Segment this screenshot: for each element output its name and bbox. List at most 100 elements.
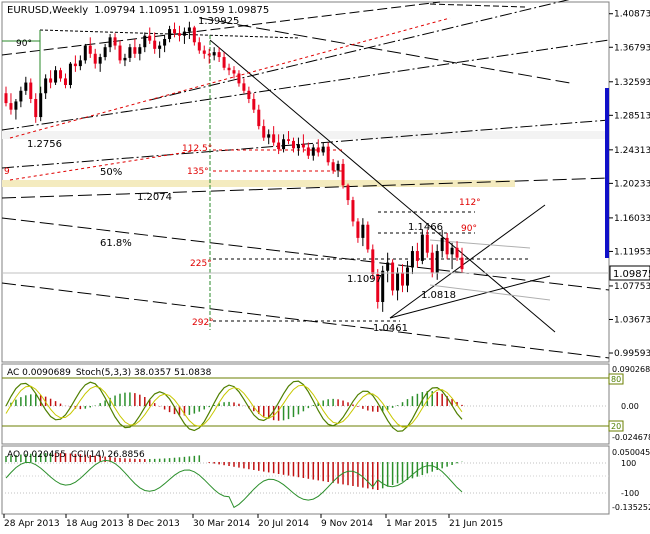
candle-body (356, 221, 360, 238)
candle-body (138, 47, 142, 54)
candle-body (351, 200, 355, 222)
gann-112-right: 112° (459, 198, 481, 208)
candle-body (34, 98, 38, 118)
cci-level-minus100: -100 (621, 489, 639, 498)
candle-body (331, 162, 335, 171)
candle-body (158, 45, 162, 49)
fib-618-label: 61.8% (100, 238, 132, 249)
candle-body (376, 274, 380, 302)
candle-body (242, 83, 246, 91)
fib-50-label: 50% (100, 167, 122, 178)
time-tick-label: 28 Apr 2013 (4, 519, 60, 529)
gann-90-left: 90° (16, 39, 32, 49)
candle-body (39, 93, 43, 118)
time-tick-label: 21 Jun 2015 (449, 519, 503, 529)
ac-panel (1, 363, 610, 445)
cci-line (5, 459, 463, 509)
gann-225: 225° (190, 259, 212, 269)
price-tick-label: 1.32593 (614, 78, 650, 88)
candle-body (341, 163, 345, 186)
candle-body (415, 251, 419, 261)
annotation-1-0818: 1.0818 (421, 290, 456, 301)
candle-body (123, 57, 127, 61)
candle-body (237, 73, 241, 84)
candle-body (143, 35, 147, 48)
candle-body (306, 147, 310, 156)
candle-body (128, 47, 132, 58)
time-tick-label: 18 Aug 2013 (66, 519, 124, 529)
candle-body (197, 42, 201, 51)
candle-body (321, 146, 325, 153)
candle-body (9, 103, 13, 110)
candle-body (163, 38, 167, 46)
candle-body (187, 27, 191, 32)
stoch-level-80: 80 (611, 375, 621, 384)
candle-body (113, 37, 117, 46)
time-tick-label: 8 Dec 2013 (128, 519, 180, 529)
candle-body (4, 93, 8, 104)
candle-body (311, 147, 315, 156)
candle-body (247, 90, 251, 99)
candle-body (396, 272, 400, 291)
candle-body (217, 52, 221, 58)
candle-body (118, 45, 122, 61)
price-annotations: 1.39925 1.2756 1.2074 1.1466 1.1097 1.08… (27, 16, 456, 334)
candle-body (168, 29, 172, 39)
candle-body (54, 70, 58, 83)
candle-body (83, 45, 87, 61)
price-tick-label: 1.40873 (614, 10, 650, 20)
candle-body (49, 78, 53, 83)
candle-body (108, 37, 112, 48)
candle-body (14, 101, 18, 110)
ao-cci-panel: AO 0.020455 CCI(14) 26.8856 0.050045 100 … (2, 448, 650, 512)
candle-body (430, 252, 434, 273)
gann-90-right: 90° (461, 224, 477, 234)
candle-body (98, 57, 102, 64)
chart-title: EURUSD,Weekly 1.09794 1.10951 1.09159 1.0… (7, 5, 269, 16)
gann-292: 292° (192, 318, 214, 328)
candle-body (435, 251, 439, 273)
candle-body (103, 47, 107, 58)
price-tick-label: 1.03673 (614, 315, 650, 325)
candle-body (59, 70, 63, 79)
annotation-1-1097: 1.1097 (347, 274, 382, 285)
candle-body (445, 237, 449, 255)
annotation-1-1466: 1.1466 (408, 222, 443, 233)
gann-112-5: 112.5° (182, 144, 212, 154)
candle-body (222, 57, 226, 68)
candle-body (410, 251, 414, 268)
price-tick-label: 1.07753 (614, 282, 650, 292)
candle-body (455, 247, 459, 258)
candle-body (361, 224, 365, 238)
candle-body (63, 78, 67, 86)
candle-body (212, 52, 216, 56)
gann-135: 135° (187, 167, 209, 177)
candle-body (192, 27, 196, 43)
candle-body (366, 224, 370, 250)
candle-body (173, 29, 177, 34)
candle-body (267, 134, 271, 138)
candle-body (227, 67, 231, 71)
annotation-high: 1.39925 (198, 16, 239, 27)
annotation-1-2074: 1.2074 (137, 192, 172, 203)
visible-range-indicator[interactable] (605, 88, 609, 258)
gann-angle-labels: 90° 112.5° 135° 225° 292° 112° 90° 9 (4, 39, 481, 328)
ao-axis-bottom: -0.135252 (612, 503, 650, 512)
candle-body (133, 47, 137, 54)
candle-body (386, 262, 390, 271)
candle-body (460, 257, 464, 270)
candle-body (420, 234, 424, 261)
candle-body (24, 82, 28, 91)
annotation-1-2756: 1.2756 (27, 139, 62, 150)
time-tick-label: 9 Nov 2014 (321, 519, 373, 529)
candle-body (272, 134, 276, 143)
candle-body (44, 78, 48, 94)
candle-body (450, 247, 454, 255)
price-tick-label: 1.20233 (614, 179, 650, 189)
candle-body (316, 147, 320, 153)
candle-body (232, 70, 236, 74)
candle-body (371, 249, 375, 275)
candle-body (73, 63, 77, 67)
